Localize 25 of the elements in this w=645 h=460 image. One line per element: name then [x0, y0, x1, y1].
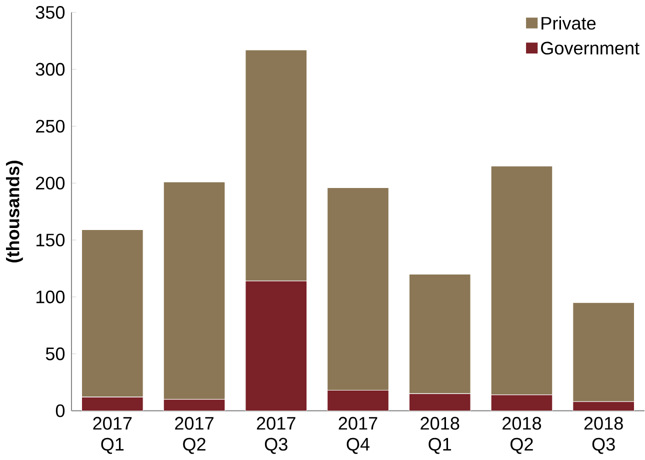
bar — [82, 397, 144, 411]
bar — [572, 401, 635, 411]
legend-label: Private — [542, 16, 596, 30]
y-tick-label: 250 — [36, 120, 65, 133]
bar — [164, 399, 225, 411]
y-tick-label: 0 — [56, 404, 65, 418]
x-tick-label: 2017 Q3 — [256, 416, 296, 454]
x-tick-label: 2018 Q2 — [502, 416, 542, 454]
bar — [490, 394, 553, 411]
bar — [408, 393, 471, 411]
x-tick-label: 2018 Q1 — [420, 416, 460, 454]
x-tick-label: 2017 Q2 — [175, 416, 214, 454]
bar — [245, 280, 308, 411]
y-tick-label: 50 — [46, 347, 65, 360]
y-tick-label: 350 — [36, 6, 65, 19]
legend-label: Government — [541, 42, 640, 55]
y-tick-label: 200 — [36, 176, 65, 190]
y-tick-label: 100 — [36, 290, 65, 304]
x-tick-label: 2018 Q3 — [584, 416, 623, 454]
y-axis-title: (thousands) — [6, 160, 23, 262]
y-tick-label: 300 — [36, 62, 65, 76]
bar — [327, 390, 389, 411]
x-tick-label: 2017 Q1 — [93, 416, 132, 454]
y-tick-label: 150 — [36, 234, 65, 246]
x-tick-label: 2017 Q4 — [338, 416, 378, 454]
